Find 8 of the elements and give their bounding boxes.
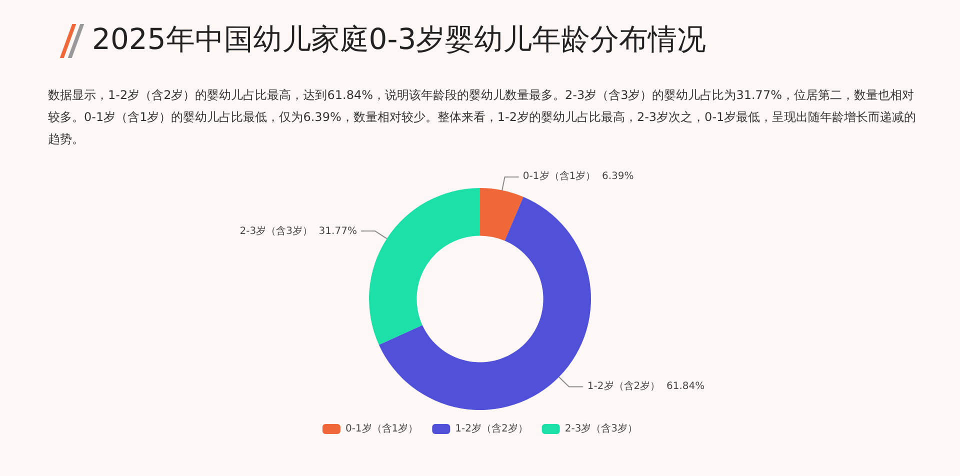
legend-label: 2-3岁（含3岁） (564, 422, 638, 435)
chart-title: 2025年中国幼儿家庭0-3岁婴幼儿年龄分布情况 (92, 21, 706, 58)
chart-subtitle: 数据显示，1-2岁（含2岁）的婴幼儿占比最高，达到61.84%，说明该年龄段的婴幼儿数量最多。2-3岁（含3岁）的婴幼儿占比为31.77%，位居第二，数量也相对较多。0-1岁（含1岁）的婴幼儿占比最低，仅为6.39%，数量相对较少。整体来看，1-2岁的婴幼儿占比最高，2-3岁次之，0-1岁最低，呈现出随年龄增长而递减的趋势。 (48, 87, 918, 148)
category-label: 2-3岁（含3岁） 31.77% (240, 226, 357, 237)
category-label: 0-1岁（含1岁） 6.39% (522, 171, 634, 182)
legend-label: 0-1岁（含1岁） (345, 422, 418, 435)
legend-label: 1-2岁（含2岁） (455, 422, 528, 435)
category-label: 1-2岁（含2岁） 61.84% (587, 380, 705, 392)
